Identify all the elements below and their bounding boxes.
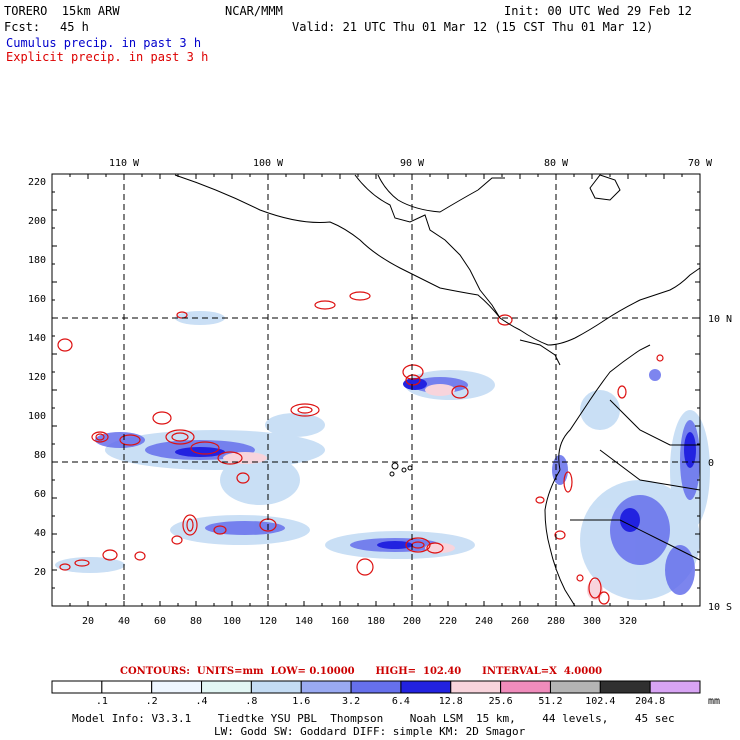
x-tick-label: 40: [118, 616, 130, 627]
colorbar-swatch: [300, 680, 352, 694]
colorbar-label: 12.8: [439, 696, 463, 707]
colorbar-swatch: [549, 680, 601, 694]
x-tick-label: 320: [619, 616, 637, 627]
y-tick-label: 120: [28, 372, 46, 383]
x-tick-label: 20: [82, 616, 94, 627]
x-tick-label: 220: [439, 616, 457, 627]
y-tick-label: 180: [28, 255, 46, 266]
y-tick-label: 220: [28, 177, 46, 188]
colorbar-label: 102.4: [585, 696, 615, 707]
contour-info: CONTOURS: UNITS=mm LOW= 0.10000 HIGH= 10…: [120, 666, 603, 677]
colorbar-swatch: [250, 680, 302, 694]
lon-label-70w: 70 W: [688, 158, 713, 169]
x-tick-label: 60: [154, 616, 166, 627]
y-tick-label: 140: [28, 333, 46, 344]
colorbar-label: 1.6: [292, 696, 310, 707]
x-tick-label: 120: [259, 616, 277, 627]
init-time: Init: 00 UTC Wed 29 Feb 12: [504, 4, 692, 18]
lat-label-10n: 10 N: [708, 314, 732, 325]
x-tick-label: 260: [511, 616, 529, 627]
x-tick-label: 240: [475, 616, 493, 627]
colorbar-label: 3.2: [342, 696, 360, 707]
x-tick-labels: 20 40 60 80 100 120 140 160 180 200 220 …: [82, 616, 637, 627]
colorbar-swatch: [201, 680, 252, 694]
field-label-cumulus: Cumulus precip. in past 3 h: [6, 36, 202, 50]
lon-label-100w: 100 W: [253, 158, 284, 169]
lat-label-10s: 10 S: [708, 602, 732, 613]
lon-label-110w: 110 W: [109, 158, 140, 169]
forecast-label: Fcst:: [4, 20, 41, 34]
axis-ticks: [51, 174, 700, 607]
colorbar-swatch: [450, 680, 502, 694]
lat-label-0: 0: [708, 458, 714, 469]
y-tick-label: 40: [34, 528, 46, 539]
lat-lon-grid: [52, 174, 700, 606]
colorbar-label: .2: [146, 696, 158, 707]
colorbar-swatch: [599, 680, 651, 694]
y-tick-label: 80: [34, 450, 46, 461]
precip-shading-light: [55, 311, 710, 600]
model-info-line1: Model Info: V3.3.1 Tiedtke YSU PBL Thomp…: [72, 712, 675, 725]
x-tick-label: 80: [190, 616, 202, 627]
right-lat-labels: 10 N 0 10 S: [708, 314, 732, 613]
precip-shading-dark: [175, 378, 696, 549]
forecast-hours: 45 h: [60, 20, 89, 34]
colorbar-swatch: [51, 680, 103, 694]
colorbar-swatch: [101, 680, 153, 694]
y-tick-label: 20: [34, 567, 46, 578]
field-label-explicit: Explicit precip. in past 3 h: [6, 50, 209, 64]
x-tick-label: 200: [403, 616, 421, 627]
coastlines: [174, 174, 701, 607]
colorbar-label: 6.4: [392, 696, 410, 707]
precip-contours: [57, 291, 664, 605]
y-tick-label: 200: [28, 216, 46, 227]
colorbar-swatch: [500, 680, 551, 694]
model-info-line2: LW: Godd SW: Goddard DIFF: simple KM: 2D…: [214, 725, 526, 738]
y-tick-label: 160: [28, 294, 46, 305]
top-lon-labels: 110 W 100 W 90 W 80 W 70 W: [109, 158, 713, 169]
lon-label-90w: 90 W: [400, 158, 425, 169]
x-tick-label: 280: [547, 616, 565, 627]
colorbar-label: .4: [196, 696, 208, 707]
colorbar-unit: mm: [708, 696, 720, 707]
colorbar-label: 25.6: [489, 696, 513, 707]
y-tick-label: 100: [28, 411, 46, 422]
valid-time: Valid: 21 UTC Thu 01 Mar 12 (15 CST Thu …: [292, 20, 654, 34]
x-tick-label: 300: [583, 616, 601, 627]
x-tick-label: 180: [367, 616, 385, 627]
colorbar-label: .8: [245, 696, 257, 707]
colorbar-swatch: [350, 680, 402, 694]
y-tick-label: 60: [34, 489, 46, 500]
colorbar-label: 204.8: [635, 696, 665, 707]
lon-label-80w: 80 W: [544, 158, 569, 169]
colorbar-label: 51.2: [538, 696, 562, 707]
colorbar-swatch: [400, 680, 452, 694]
org-name: NCAR/MMM: [225, 4, 283, 18]
colorbar-label: .1: [96, 696, 108, 707]
x-tick-label: 140: [295, 616, 313, 627]
colorbar-swatch: [649, 680, 701, 694]
y-tick-labels: 220 200 180 160 140 120 100 80 60 40 20: [28, 177, 46, 578]
colorbar: .1 .2 .4 .8 1.6 3.2 6.4 12.8 25.6 51.2 102.4 204.8: [51, 680, 701, 707]
model-name: TORERO 15km ARW: [4, 4, 120, 18]
x-tick-label: 160: [331, 616, 349, 627]
x-tick-label: 100: [223, 616, 241, 627]
colorbar-swatch: [151, 680, 203, 694]
